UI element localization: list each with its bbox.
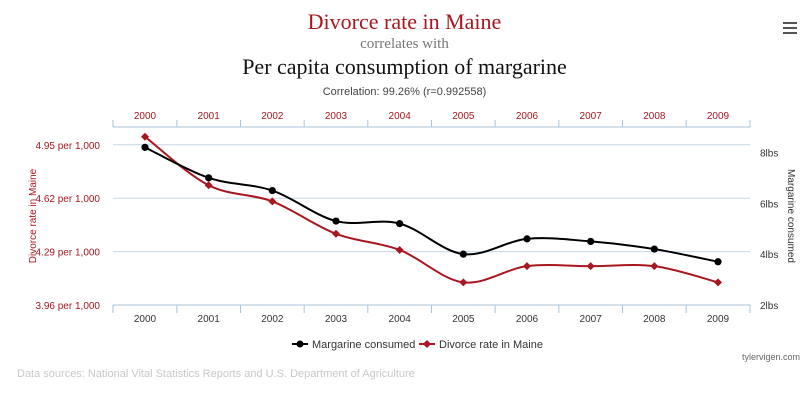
x-bottom-tick-label: 2003 xyxy=(325,314,348,325)
legend-divorce-label[interactable]: Divorce rate in Maine xyxy=(439,339,543,351)
y-right-tick-label: 2lbs xyxy=(760,301,778,312)
x-top-tick-label: 2006 xyxy=(516,111,539,122)
data-sources-text: Data sources: National Vital Statistics … xyxy=(17,368,415,380)
margarine-point[interactable] xyxy=(268,186,276,195)
y-right-tick-label: 6lbs xyxy=(760,199,778,210)
divorce-point[interactable] xyxy=(204,181,213,190)
x-bottom-tick-label: 2006 xyxy=(516,314,539,325)
x-top-tick-label: 2008 xyxy=(643,111,666,122)
chart-title-divorce: Divorce rate in Maine xyxy=(307,9,502,34)
x-bottom-tick-label: 2009 xyxy=(707,314,730,325)
margarine-point[interactable] xyxy=(714,258,722,266)
chart-title-connector: correlates with xyxy=(360,36,449,52)
x-top-tick-label: 2003 xyxy=(325,111,348,122)
y-left-tick-label: 3.96 per 1,000 xyxy=(36,301,101,312)
x-top-tick-label: 2009 xyxy=(707,111,730,122)
margarine-point[interactable] xyxy=(587,237,595,246)
margarine-point[interactable] xyxy=(332,217,340,225)
legend-divorce-marker[interactable] xyxy=(423,340,431,348)
y-left-tick-label: 4.29 per 1,000 xyxy=(36,248,101,259)
divorce-point[interactable] xyxy=(141,132,149,141)
x-top-tick-label: 2007 xyxy=(580,111,603,122)
divorce-point[interactable] xyxy=(459,278,468,287)
x-bottom-tick-label: 2007 xyxy=(580,314,603,325)
y-right-tick-label: 4lbs xyxy=(760,250,778,261)
y-left-tick-label: 4.95 per 1,000 xyxy=(36,141,101,152)
x-top-tick-label: 2005 xyxy=(452,111,475,122)
divorce-point[interactable] xyxy=(650,262,659,271)
divorce-point[interactable] xyxy=(395,245,404,254)
y-right-tick-label: 8lbs xyxy=(760,148,778,159)
margarine-series-line xyxy=(144,146,719,263)
margarine-point[interactable] xyxy=(523,235,531,243)
y-left-axis-title: Divorce rate in Maine xyxy=(28,168,39,263)
x-top-tick-label: 2004 xyxy=(389,111,412,122)
y-right-axis-title: Margarine consumed xyxy=(785,169,796,263)
x-bottom-tick-label: 2008 xyxy=(643,314,666,325)
divorce-point[interactable] xyxy=(268,197,277,206)
margarine-point[interactable] xyxy=(141,143,149,151)
x-top-tick-label: 2001 xyxy=(198,111,221,122)
credit-link[interactable]: tylervigen.com xyxy=(741,352,800,362)
correlation-text: Correlation: 99.26% (r=0.992558) xyxy=(322,86,487,98)
x-bottom-tick-label: 2004 xyxy=(389,314,412,325)
chart-title-margarine: Per capita consumption of margarine xyxy=(242,54,567,79)
legend-margarine-marker[interactable] xyxy=(296,340,304,348)
margarine-point[interactable] xyxy=(396,220,404,228)
x-top-tick-label: 2002 xyxy=(261,111,284,122)
x-bottom-tick-label: 2005 xyxy=(452,314,475,325)
margarine-point[interactable] xyxy=(205,174,213,182)
divorce-series-line xyxy=(144,135,719,284)
legend-margarine-label[interactable]: Margarine consumed xyxy=(312,339,415,351)
margarine-point[interactable] xyxy=(459,250,467,258)
x-bottom-tick-label: 2002 xyxy=(261,314,284,325)
divorce-point[interactable] xyxy=(332,229,340,238)
x-bottom-tick-label: 2001 xyxy=(198,314,221,325)
divorce-point[interactable] xyxy=(586,262,595,271)
divorce-point[interactable] xyxy=(714,278,722,287)
menu-icon[interactable] xyxy=(783,22,797,34)
x-bottom-tick-label: 2000 xyxy=(134,314,157,325)
x-top-tick-label: 2000 xyxy=(134,111,157,122)
margarine-point[interactable] xyxy=(650,245,658,253)
divorce-point[interactable] xyxy=(523,262,531,271)
y-left-tick-label: 4.62 per 1,000 xyxy=(36,194,101,205)
